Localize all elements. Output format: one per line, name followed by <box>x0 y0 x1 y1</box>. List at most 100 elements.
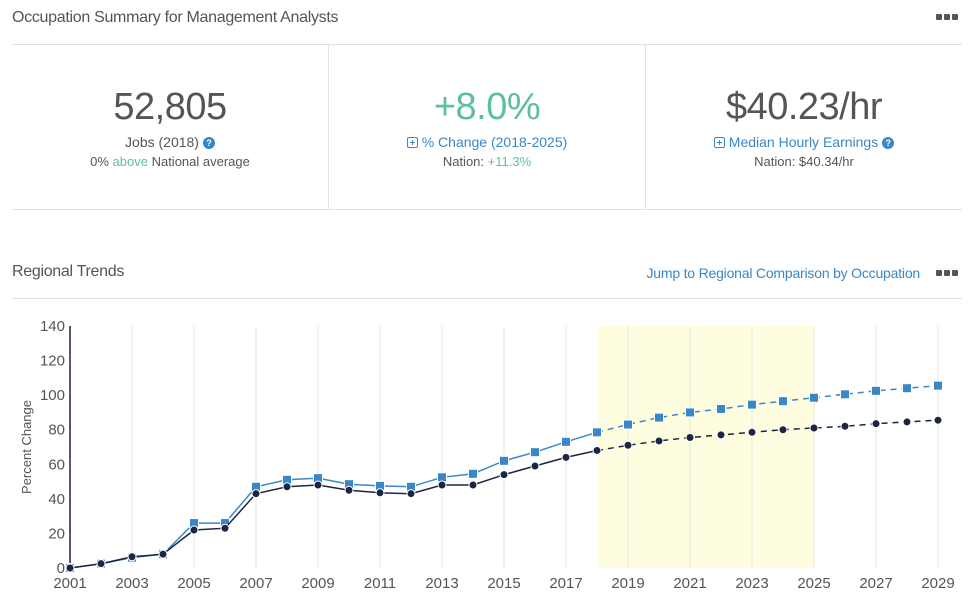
data-point-nation <box>220 523 230 533</box>
y-tick-label: 80 <box>48 422 65 439</box>
change-sub-prefix: Nation: <box>442 154 485 169</box>
data-point-nation <box>282 482 292 492</box>
kpi-earnings: $40.23/hr Median Hourly Earnings? Nation… <box>645 45 962 209</box>
data-point-nation <box>778 425 788 435</box>
data-point-region <box>685 407 695 418</box>
x-tick-label: 2007 <box>239 575 272 592</box>
jobs-label: Jobs (2018)? <box>12 133 328 151</box>
data-point-nation <box>623 440 633 450</box>
x-tick-label: 2001 <box>53 575 86 592</box>
change-expand-link[interactable]: % Change (2018-2025) <box>329 133 645 151</box>
data-point-nation <box>685 432 695 442</box>
series-projection-line-nation <box>596 419 939 452</box>
jobs-sub-prefix: 0% <box>90 154 109 169</box>
y-tick-label: 0 <box>57 560 65 577</box>
data-point-nation <box>716 430 726 440</box>
data-point-nation <box>127 552 137 562</box>
trends-title: Regional Trends <box>12 263 125 280</box>
earnings-expand-link[interactable]: Median Hourly Earnings? <box>646 133 962 151</box>
more-options-icon[interactable] <box>936 14 958 20</box>
earnings-value: $40.23/hr <box>725 86 883 128</box>
data-point-nation <box>313 480 323 490</box>
data-point-nation <box>561 452 571 462</box>
data-point-nation <box>96 559 106 569</box>
data-point-region <box>871 385 881 396</box>
forecast-band <box>597 326 814 568</box>
x-tick-label: 2013 <box>425 575 458 592</box>
help-icon[interactable]: ? <box>202 137 215 150</box>
earnings-label-text: Median Hourly Earnings <box>728 134 879 150</box>
data-point-nation <box>747 427 757 437</box>
x-tick-label: 2029 <box>921 575 954 592</box>
data-point-region <box>778 396 788 407</box>
summary-title: Occupation Summary for Management Analys… <box>12 9 339 26</box>
data-point-nation <box>65 563 75 573</box>
jobs-value: 52,805 <box>113 86 227 128</box>
change-value: +8.0% <box>433 86 541 128</box>
data-point-nation <box>933 415 943 425</box>
data-point-region <box>809 392 819 403</box>
data-point-nation <box>375 488 385 498</box>
change-label-text: % Change (2018-2025) <box>421 134 568 150</box>
expand-icon <box>713 136 725 148</box>
data-point-nation <box>840 421 850 431</box>
change-national-comparison: Nation: +11.3% <box>329 153 645 171</box>
jobs-sub-suffix: National average <box>151 154 250 169</box>
data-point-region <box>716 403 726 414</box>
data-point-nation <box>344 485 354 495</box>
data-point-region <box>468 468 478 479</box>
x-tick-label: 2027 <box>859 575 892 592</box>
regional-trends-chart: 2001 2003 2005 2007 2009 2011 2013 2015 2017 2019… <box>19 318 955 592</box>
series-line-region <box>69 431 598 569</box>
x-tick-label: 2019 <box>611 575 644 592</box>
x-tick-label: 2025 <box>797 575 830 592</box>
data-point-region <box>840 389 850 400</box>
data-point-nation <box>189 525 199 535</box>
x-tick-label: 2009 <box>301 575 334 592</box>
y-tick-label: 40 <box>48 491 65 508</box>
data-point-nation <box>530 461 540 471</box>
y-tick-label: 20 <box>48 525 65 542</box>
data-point-nation <box>654 436 664 446</box>
series-line-nation <box>69 449 598 569</box>
series-projection-line-region <box>596 384 939 434</box>
y-tick-label: 100 <box>40 387 65 404</box>
trends-header: Regional Trends Jump to Regional Compari… <box>12 254 962 299</box>
data-point-region <box>747 399 757 410</box>
x-tick-label: 2021 <box>673 575 706 592</box>
data-point-region <box>499 455 509 466</box>
kpi-change: +8.0% % Change (2018-2025) Nation: +11.3… <box>328 45 645 209</box>
data-point-region <box>592 427 602 438</box>
x-tick-label: 2003 <box>115 575 148 592</box>
data-point-nation <box>592 445 602 455</box>
x-tick-label: 2005 <box>177 575 210 592</box>
summary-header: Occupation Summary for Management Analys… <box>12 0 962 45</box>
data-point-nation <box>902 417 912 427</box>
data-point-nation <box>406 489 416 499</box>
y-tick-label: 60 <box>48 456 65 473</box>
data-point-nation <box>251 489 261 499</box>
kpi-row: 52,805 Jobs (2018)? 0% above National av… <box>12 45 962 210</box>
x-tick-label: 2017 <box>549 575 582 592</box>
y-tick-label: 120 <box>40 353 65 370</box>
jobs-sub-highlight: above <box>112 154 148 169</box>
data-point-region <box>654 412 664 423</box>
data-point-region <box>561 436 571 447</box>
more-options-icon[interactable] <box>936 270 958 276</box>
change-sub-highlight: +11.3% <box>487 154 532 169</box>
expand-icon <box>406 136 418 148</box>
y-axis-title: Percent Change <box>19 400 34 494</box>
x-tick-label: 2015 <box>487 575 520 592</box>
data-point-region <box>530 447 540 458</box>
data-point-region <box>437 472 447 483</box>
data-point-nation <box>468 480 478 490</box>
help-icon[interactable]: ? <box>882 137 895 150</box>
earnings-national-comparison: Nation: $40.34/hr <box>754 154 854 169</box>
data-point-nation <box>437 480 447 490</box>
jobs-national-comparison: 0% above National average <box>12 153 328 171</box>
x-tick-label: 2023 <box>735 575 768 592</box>
data-point-nation <box>499 470 509 480</box>
x-tick-label: 2011 <box>364 575 396 592</box>
data-point-nation <box>158 549 168 559</box>
jump-to-comparison-link[interactable]: Jump to Regional Comparison by Occupatio… <box>646 265 920 281</box>
